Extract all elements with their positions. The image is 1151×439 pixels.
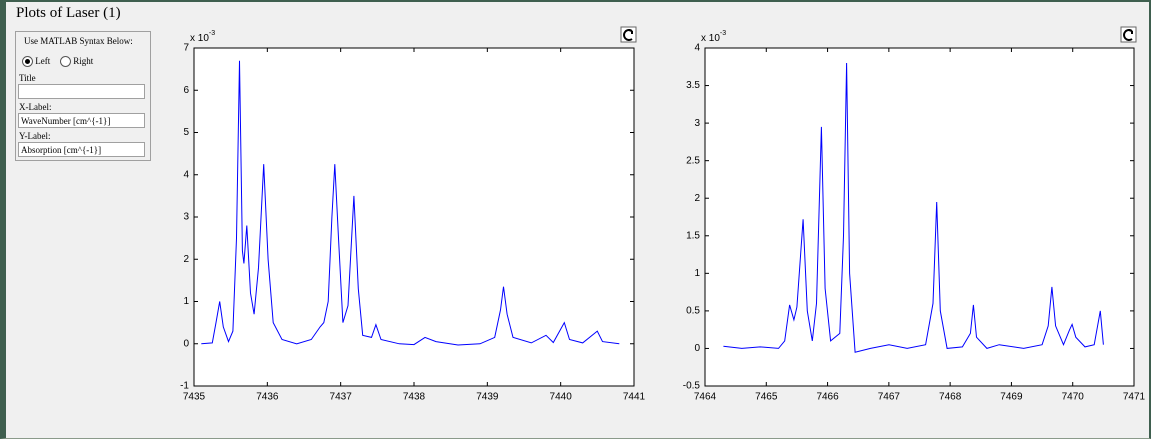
axes-box — [193, 47, 635, 387]
y-scale-base: x 10 — [701, 33, 720, 44]
x-tick-label: 7465 — [755, 392, 778, 403]
y-tick-label: 1 — [694, 268, 700, 279]
y-tick-label: 2.5 — [686, 155, 700, 166]
title-input[interactable] — [18, 84, 145, 99]
y-tick-label: -1 — [180, 381, 189, 392]
panel-heading: Use MATLAB Syntax Below: — [24, 36, 133, 46]
y-tick-label: 1.5 — [686, 230, 700, 241]
y-tick-label: 0 — [694, 343, 700, 354]
y-scale-exponent: -3 — [209, 30, 215, 37]
y-tick-label: 2 — [183, 254, 189, 265]
x-tick-label: 7467 — [878, 392, 901, 403]
y-tick-label: 1 — [183, 296, 189, 307]
x-tick-label: 7441 — [623, 392, 646, 403]
x-tick-label: 7435 — [183, 392, 206, 403]
x-tick-label: 7470 — [1062, 392, 1085, 403]
spectrum-line — [723, 62, 1104, 353]
y-tick-label: -0.5 — [683, 381, 701, 392]
axes-box — [704, 47, 1135, 387]
axes-background — [705, 48, 1134, 386]
ylabel-input[interactable]: Absorption [cm^{-1}] — [18, 142, 145, 157]
y-tick-label: 4 — [694, 43, 700, 54]
x-tick-label: 7466 — [816, 392, 839, 403]
radio-left[interactable]: Left — [22, 56, 51, 68]
x-tick-label: 7438 — [403, 392, 426, 403]
x-tick-label: 7464 — [694, 392, 717, 403]
rotate-button[interactable] — [620, 26, 637, 43]
y-tick-label: 3 — [694, 118, 700, 129]
y-tick-label: 0.5 — [686, 306, 700, 317]
radio-right[interactable]: Right — [60, 56, 94, 68]
x-tick-label: 7471 — [1123, 392, 1146, 403]
x-tick-label: 7469 — [1000, 392, 1023, 403]
y-scale-label: x 10-3 — [190, 30, 215, 44]
ylabel-label: Y-Label: — [19, 131, 51, 141]
x-tick-label: 7437 — [330, 392, 353, 403]
xlabel-input[interactable]: WaveNumber [cm^{-1}] — [18, 113, 145, 128]
label-panel: Use MATLAB Syntax Below: Left Right Titl… — [15, 31, 151, 161]
x-tick-label: 7436 — [256, 392, 279, 403]
radio-right-label: Right — [73, 56, 94, 66]
y-tick-label: 0 — [183, 338, 189, 349]
y-tick-label: 4 — [183, 169, 189, 180]
y-scale-exponent: -3 — [720, 30, 726, 37]
y-tick-label: 3 — [183, 212, 189, 223]
xlabel-label: X-Label: — [19, 102, 52, 112]
y-tick-label: 5 — [183, 127, 189, 138]
x-tick-label: 7439 — [476, 392, 499, 403]
y-tick-label: 6 — [183, 85, 189, 96]
y-scale-base: x 10 — [190, 33, 209, 44]
radio-left-label: Left — [35, 56, 51, 66]
x-tick-label: 7468 — [939, 392, 962, 403]
x-tick-label: 7440 — [550, 392, 573, 403]
y-tick-label: 7 — [183, 43, 189, 54]
rotate-button[interactable] — [1120, 26, 1137, 43]
title-label: Title — [19, 73, 36, 83]
spectrum-line — [201, 60, 620, 346]
y-tick-label: 3.5 — [686, 80, 700, 91]
y-tick-label: 2 — [694, 193, 700, 204]
y-scale-label: x 10-3 — [701, 30, 726, 44]
window-title: Plots of Laser (1) — [16, 5, 121, 21]
